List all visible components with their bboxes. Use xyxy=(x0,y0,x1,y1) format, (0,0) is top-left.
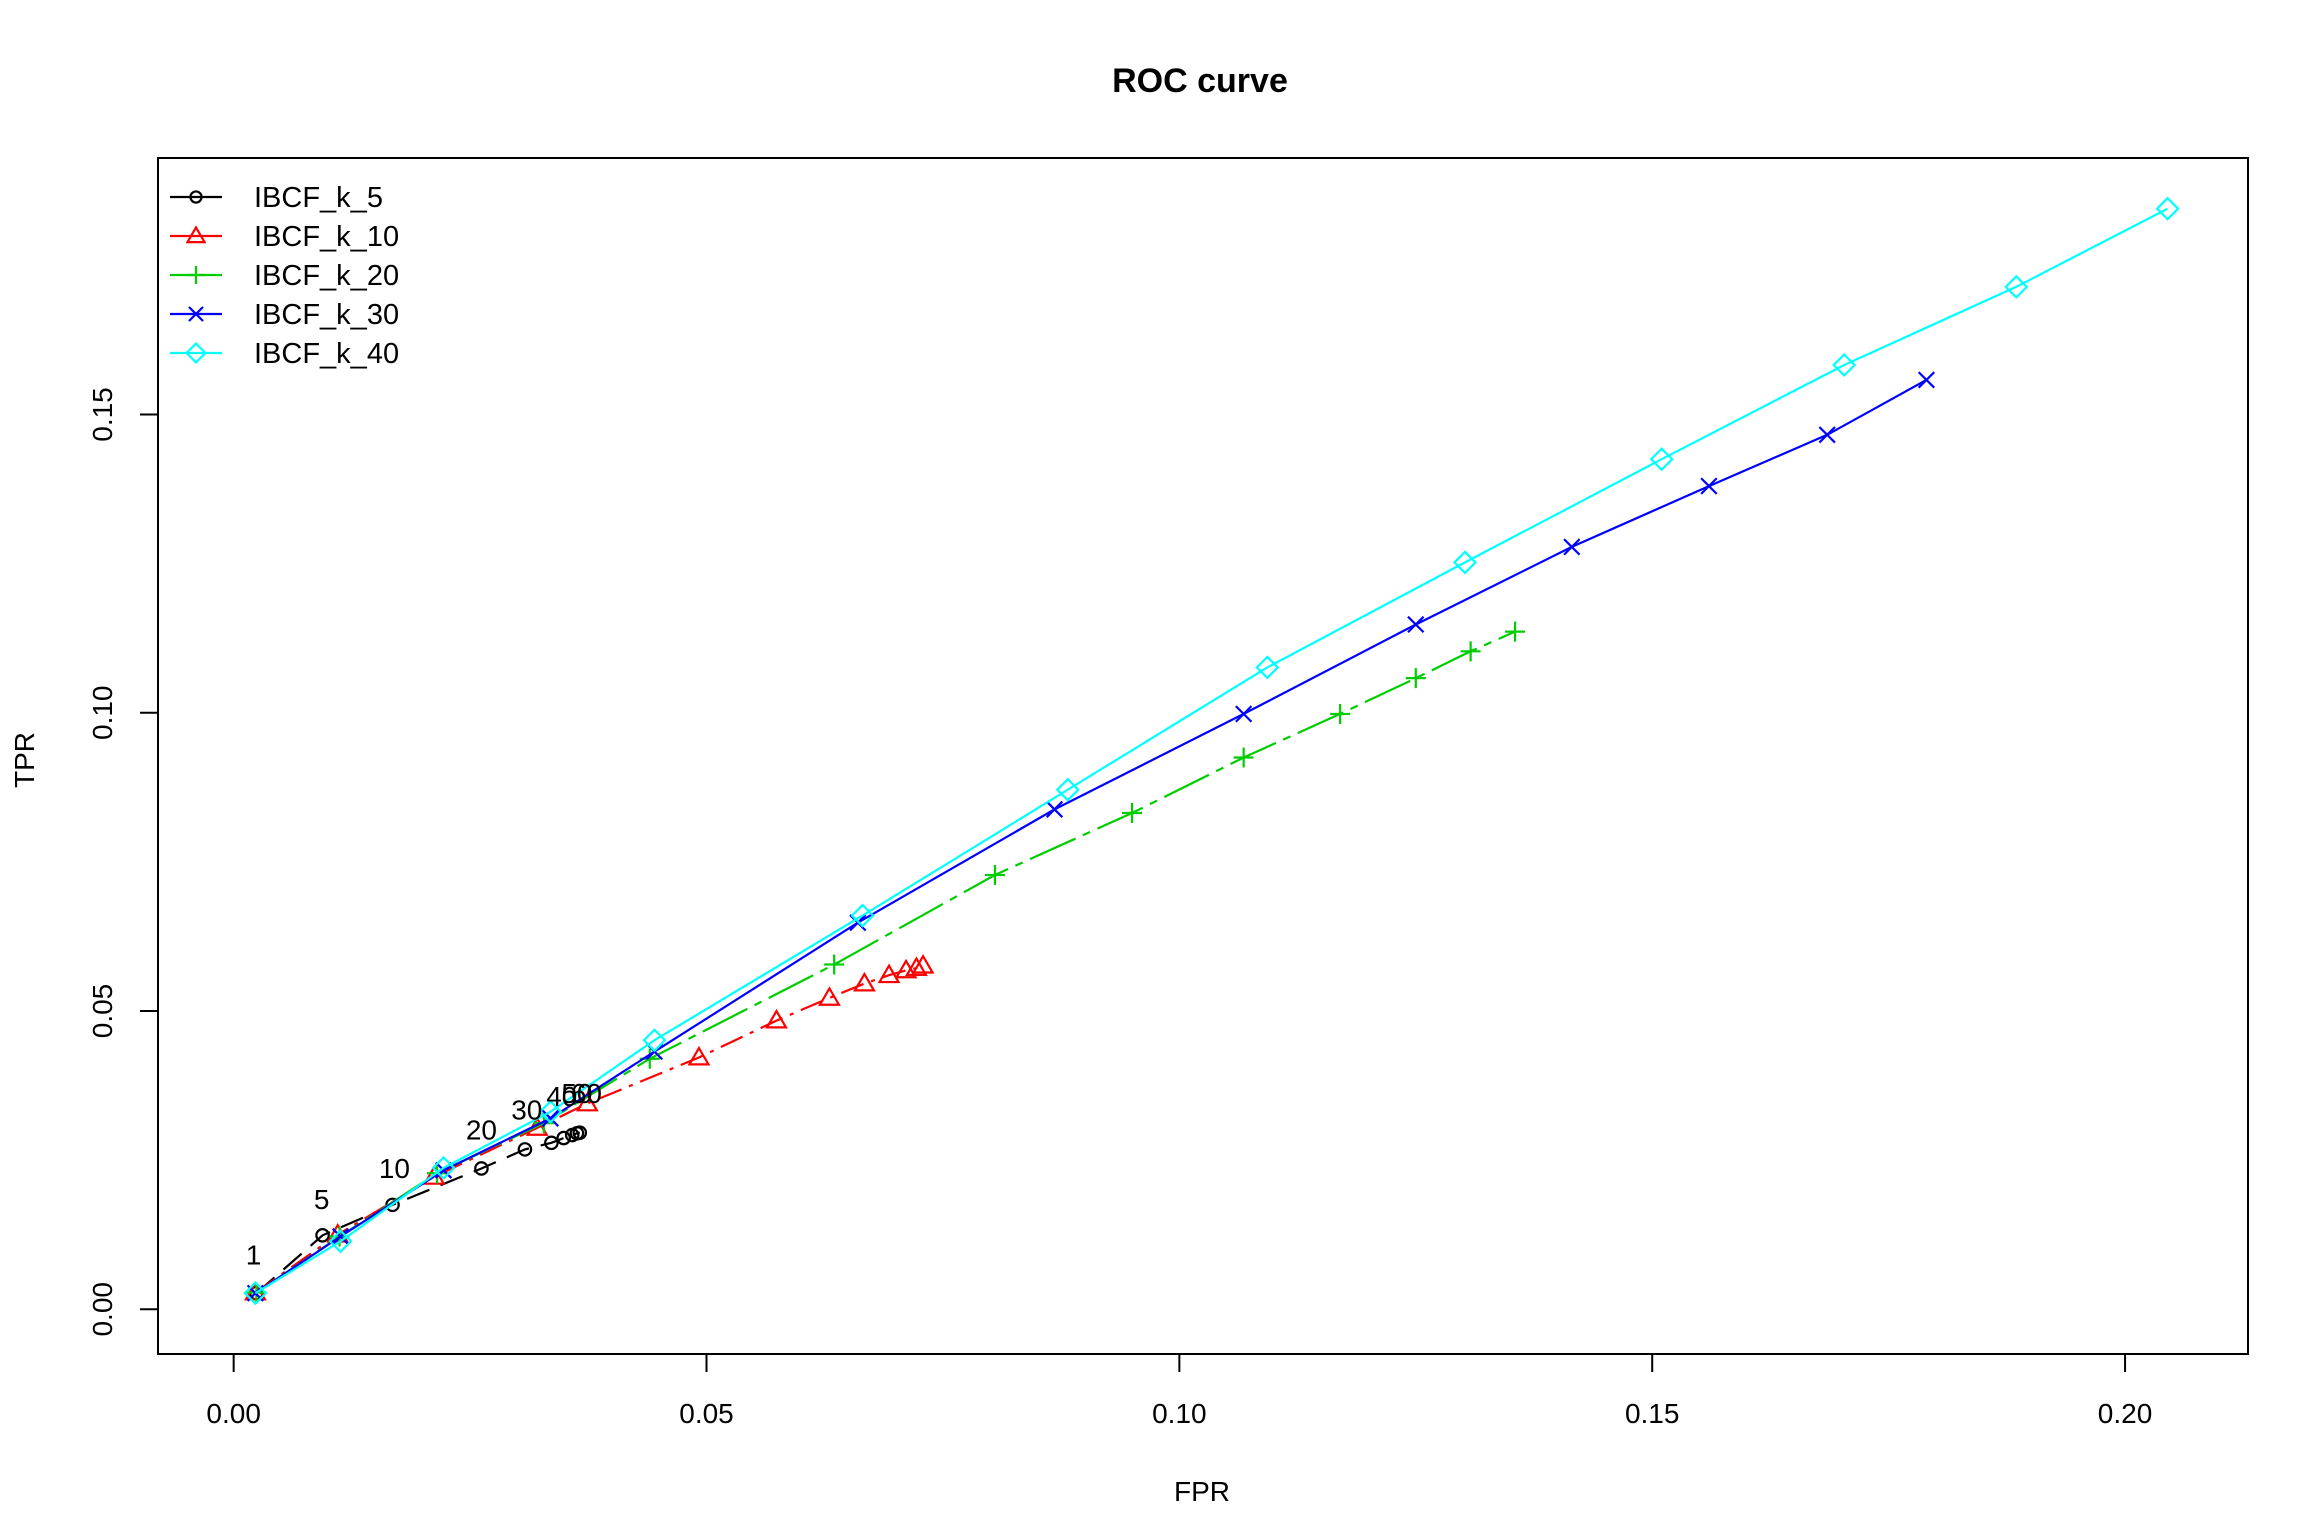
data-point xyxy=(2004,274,2029,299)
x-axis-label: FPR xyxy=(1174,1476,1230,1507)
point-label: 20 xyxy=(466,1114,497,1145)
point-label: 10 xyxy=(379,1153,410,1184)
legend-marker xyxy=(185,225,207,244)
data-point xyxy=(911,953,935,974)
data-point xyxy=(1255,655,1280,680)
data-point xyxy=(328,1229,353,1254)
point-label: 40 xyxy=(546,1081,577,1112)
series-IBCF_k_40 xyxy=(243,196,2180,1306)
series-line xyxy=(255,1131,581,1295)
data-point xyxy=(1452,550,1478,575)
legend-label: IBCF_k_10 xyxy=(254,221,399,253)
legend-marker xyxy=(188,306,204,322)
y-tick-label: 0.05 xyxy=(87,984,118,1039)
series-IBCF_k_10 xyxy=(243,953,935,1301)
plot-frame xyxy=(157,157,2249,1355)
point-label: 5 xyxy=(314,1184,330,1215)
series-line xyxy=(254,964,924,1294)
y-tick-label: 0.10 xyxy=(87,686,118,741)
data-point xyxy=(1233,747,1254,768)
data-point xyxy=(1407,615,1425,634)
x-tick-label: 0.10 xyxy=(1152,1398,1207,1429)
x-tick-label: 0.00 xyxy=(206,1398,261,1429)
x-axis: 0.00 0.05 0.10 0.15 0.20 xyxy=(206,1353,2153,1429)
legend-item: IBCF_k_5 xyxy=(170,182,383,214)
data-point xyxy=(824,954,845,975)
legend-item: IBCF_k_30 xyxy=(170,299,399,331)
x-tick-label: 0.15 xyxy=(1625,1398,1680,1429)
data-point xyxy=(1649,447,1674,472)
y-tick-label: 0.15 xyxy=(87,387,118,442)
data-point xyxy=(818,986,841,1006)
legend-label: IBCF_k_30 xyxy=(254,299,399,331)
data-point xyxy=(1832,352,1857,378)
data-point xyxy=(331,1227,350,1246)
series-line xyxy=(255,630,1516,1294)
series-IBCF_k_5 xyxy=(249,1125,588,1301)
data-point xyxy=(1563,538,1581,556)
data-point xyxy=(541,1109,560,1127)
data-point xyxy=(538,1099,563,1124)
data-point xyxy=(1405,668,1426,689)
data-point xyxy=(1700,477,1718,495)
data-point xyxy=(575,1091,599,1112)
legend-label: IBCF_k_20 xyxy=(254,260,399,292)
data-point xyxy=(765,1008,788,1029)
series-IBCF_k_30 xyxy=(246,371,1936,1302)
data-point xyxy=(905,956,928,976)
data-point xyxy=(544,1135,559,1151)
data-point xyxy=(431,1155,456,1180)
data-point xyxy=(1122,802,1143,823)
data-point xyxy=(1460,641,1481,662)
data-point xyxy=(642,1028,667,1053)
legend-label: IBCF_k_40 xyxy=(254,338,399,370)
legend-marker xyxy=(187,266,205,284)
data-point xyxy=(1505,621,1526,642)
data-point xyxy=(243,1281,268,1306)
point-label: 60 xyxy=(571,1078,602,1109)
data-point xyxy=(2155,196,2180,221)
x-tick-label: 0.20 xyxy=(2098,1398,2153,1429)
point-label: 50 xyxy=(561,1078,592,1109)
series-layer xyxy=(243,196,2180,1306)
x-tick-label: 0.05 xyxy=(679,1398,734,1429)
data-point xyxy=(1045,800,1064,818)
legend-item: IBCF_k_20 xyxy=(170,260,399,292)
y-tick-label: 0.00 xyxy=(87,1282,118,1337)
legend-marker xyxy=(189,190,203,204)
data-point xyxy=(315,1227,330,1243)
data-point xyxy=(1818,426,1836,444)
y-axis-label: TPR xyxy=(9,732,40,788)
chart-title: ROC curve xyxy=(1112,62,1288,100)
point-label: 1 xyxy=(246,1240,262,1271)
data-point xyxy=(1330,703,1351,724)
legend: IBCF_k_5 IBCF_k_10 IBCF_k_20 IBCF_k_30 IBCF_… xyxy=(170,182,399,370)
series-line xyxy=(254,378,1928,1295)
data-point xyxy=(1235,705,1253,723)
data-point xyxy=(984,865,1005,886)
point-label: 30 xyxy=(511,1095,542,1126)
legend-item: IBCF_k_10 xyxy=(170,221,399,253)
data-point xyxy=(517,1142,533,1157)
data-point xyxy=(853,971,876,992)
data-point xyxy=(1055,777,1080,802)
legend-item: IBCF_k_40 xyxy=(170,338,399,370)
legend-label: IBCF_k_5 xyxy=(254,182,383,214)
y-axis: 0.00 0.05 0.10 0.15 xyxy=(87,387,159,1337)
data-point xyxy=(877,963,901,984)
data-point xyxy=(474,1161,489,1176)
legend-marker xyxy=(184,341,208,365)
data-point xyxy=(556,1130,572,1146)
data-point xyxy=(572,1125,588,1140)
series-IBCF_k_20 xyxy=(246,621,1526,1303)
data-point xyxy=(1917,371,1936,389)
data-point xyxy=(850,903,875,928)
series-line xyxy=(254,207,2169,1295)
data-point xyxy=(687,1045,711,1066)
